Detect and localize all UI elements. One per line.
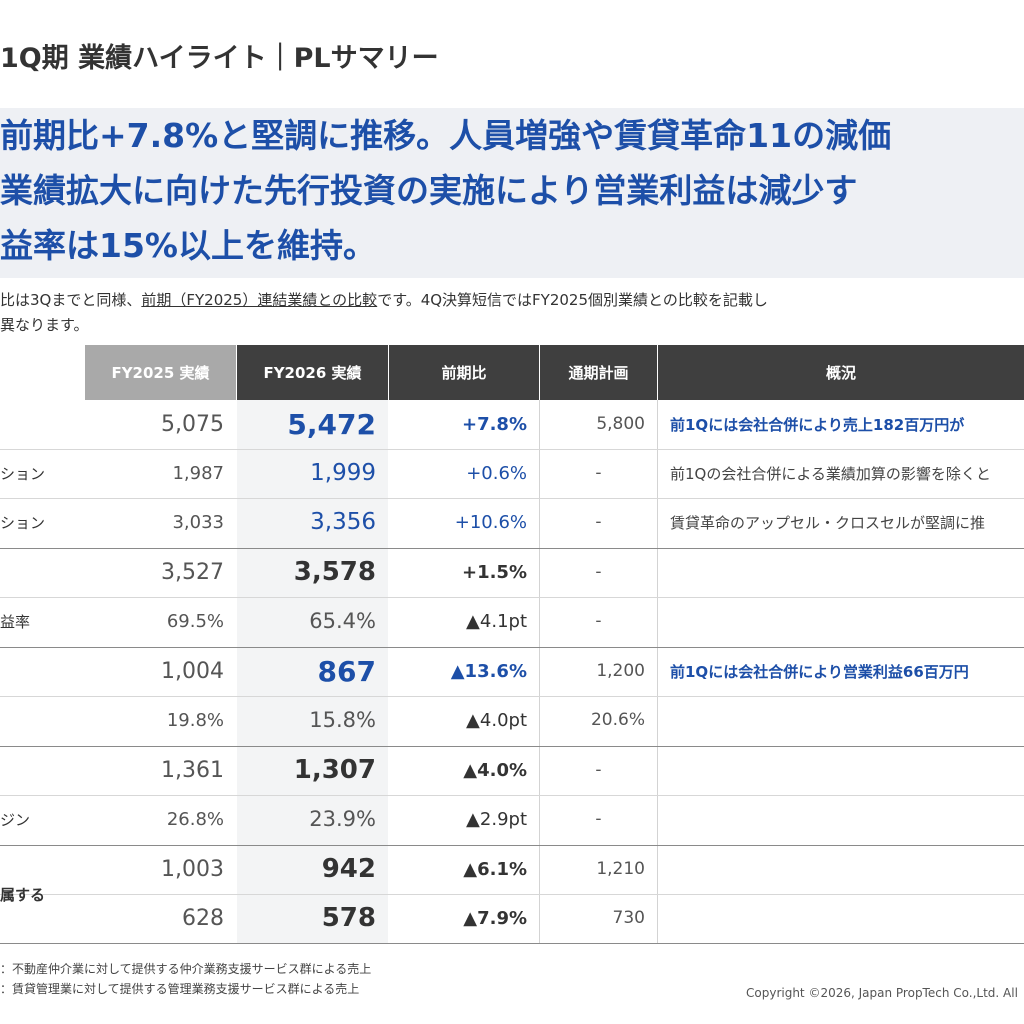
headline-line-1: 前期比+7.8%と堅調に推移。人員増強や賃貸革命11の減価 <box>0 116 892 155</box>
row-10-fy2026: 578 <box>321 903 376 933</box>
row-10-yoy: ▲7.9% <box>463 907 527 929</box>
row-1-plan: - <box>595 463 602 483</box>
row-5-fy2025: 1,004 <box>161 658 224 684</box>
row-2-plan: - <box>595 512 602 532</box>
row-9-fy2025: 1,003 <box>161 856 224 882</box>
row-0-overview: 前1Qには会社合併により売上182百万円が <box>670 415 965 434</box>
row-divider <box>0 894 1024 895</box>
footnote-1: ：不動産仲介業に対して提供する仲介業務支援サービス群による売上 <box>0 962 372 976</box>
comparison-note-line-1: 比は3Qまでと同様、前期（FY2025）連結業績との比較です。4Q決算短信ではF… <box>0 289 768 310</box>
row-2-overview: 賃貸革命のアップセル・クロスセルが堅調に推 <box>670 513 986 532</box>
row-3-fy2026: 3,578 <box>293 557 376 587</box>
fy2026-column-shade <box>237 400 388 944</box>
headline-line-2: 業績拡大に向けた先行投資の実施により営業利益は減少す <box>0 171 858 210</box>
row-2-label: ション <box>0 513 46 532</box>
header-fy2026: FY2026 実績 <box>237 345 388 400</box>
group-divider <box>0 746 1024 747</box>
row-5-overview: 前1Qには会社合併により営業利益66百万円 <box>670 662 969 681</box>
row-7-fy2026: 1,307 <box>293 755 376 785</box>
row-divider <box>0 597 1024 598</box>
row-3-plan: - <box>595 562 602 582</box>
row-2-fy2026: 3,356 <box>310 509 376 535</box>
row-9-yoy: ▲6.1% <box>463 858 527 880</box>
header-fy2025: FY2025 実績 <box>85 345 236 400</box>
row-7-plan: - <box>595 760 602 780</box>
row-5-yoy: ▲13.6% <box>450 660 527 682</box>
row-8-fy2026: 23.9% <box>309 807 376 831</box>
row-7-fy2025: 1,361 <box>161 757 224 783</box>
table-bottom-line <box>0 943 1024 944</box>
header-yoy: 前期比 <box>389 345 539 400</box>
row-4-plan: - <box>595 611 602 631</box>
row-6-fy2026: 15.8% <box>309 708 376 732</box>
footnote-2: ：賃貸管理業に対して提供する管理業務支援サービス群による売上 <box>0 982 360 996</box>
row-3-yoy: +1.5% <box>461 561 527 583</box>
plan-column-divider <box>539 400 540 944</box>
row-2-fy2025: 3,033 <box>172 511 224 533</box>
row-8-fy2025: 26.8% <box>166 808 224 830</box>
row-0-fy2026: 5,472 <box>287 407 376 441</box>
copyright: Copyright ©2026, Japan PropTech Co.,Ltd.… <box>746 986 1018 1000</box>
group-divider <box>0 647 1024 648</box>
row-10-label: 属する <box>0 886 46 904</box>
row-1-label: ション <box>0 464 46 483</box>
row-1-overview: 前1Qの会社合併による業績加算の影響を除くと <box>670 464 991 483</box>
headline-line-3: 益率は15%以上を維持。 <box>0 226 376 265</box>
row-4-fy2025: 69.5% <box>166 610 224 632</box>
header-plan: 通期計画 <box>540 345 657 400</box>
row-1-fy2026: 1,999 <box>310 460 376 486</box>
row-8-yoy: ▲2.9pt <box>466 808 527 830</box>
row-6-fy2025: 19.8% <box>166 709 224 731</box>
row-9-fy2026: 942 <box>321 854 376 884</box>
row-divider <box>0 449 1024 450</box>
row-10-plan: 730 <box>612 908 645 928</box>
row-1-yoy: +0.6% <box>466 462 527 484</box>
row-divider <box>0 795 1024 796</box>
row-2-yoy: +10.6% <box>454 511 527 533</box>
row-10-fy2025: 628 <box>182 905 224 931</box>
note-underline: 前期（FY2025）連結業績との比較 <box>141 291 378 309</box>
row-7-yoy: ▲4.0% <box>463 759 527 781</box>
row-divider <box>0 498 1024 499</box>
headline-box: 前期比+7.8%と堅調に推移。人員増強や賃貸革命11の減価 業績拡大に向けた先行… <box>0 108 1024 278</box>
row-divider <box>0 696 1024 697</box>
row-8-label: ジン <box>0 810 31 829</box>
row-4-yoy: ▲4.1pt <box>466 610 527 632</box>
row-0-fy2025: 5,075 <box>161 411 224 437</box>
note-prefix: 比は3Qまでと同様、 <box>0 291 142 309</box>
header-overview: 概況 <box>658 345 1024 400</box>
row-0-plan: 5,800 <box>596 414 645 434</box>
overview-column-divider <box>657 400 658 944</box>
row-4-label: 益率 <box>0 612 31 631</box>
row-0-yoy: +7.8% <box>461 413 527 435</box>
row-8-plan: - <box>595 809 602 829</box>
group-divider <box>0 548 1024 549</box>
row-6-yoy: ▲4.0pt <box>466 709 527 731</box>
page-title: 1Q期 業績ハイライト｜PLサマリー <box>0 43 439 74</box>
row-3-fy2025: 3,527 <box>161 559 224 585</box>
row-4-fy2026: 65.4% <box>309 609 376 633</box>
row-9-plan: 1,210 <box>596 859 645 879</box>
row-6-plan: 20.6% <box>590 710 645 730</box>
row-1-fy2025: 1,987 <box>172 462 224 484</box>
row-5-plan: 1,200 <box>596 661 645 681</box>
comparison-note-line-2: 異なります。 <box>0 316 89 334</box>
row-5-fy2026: 867 <box>317 654 376 688</box>
note-suffix: です。4Q決算短信ではFY2025個別業績との比較を記載し <box>377 291 768 309</box>
group-divider <box>0 845 1024 846</box>
